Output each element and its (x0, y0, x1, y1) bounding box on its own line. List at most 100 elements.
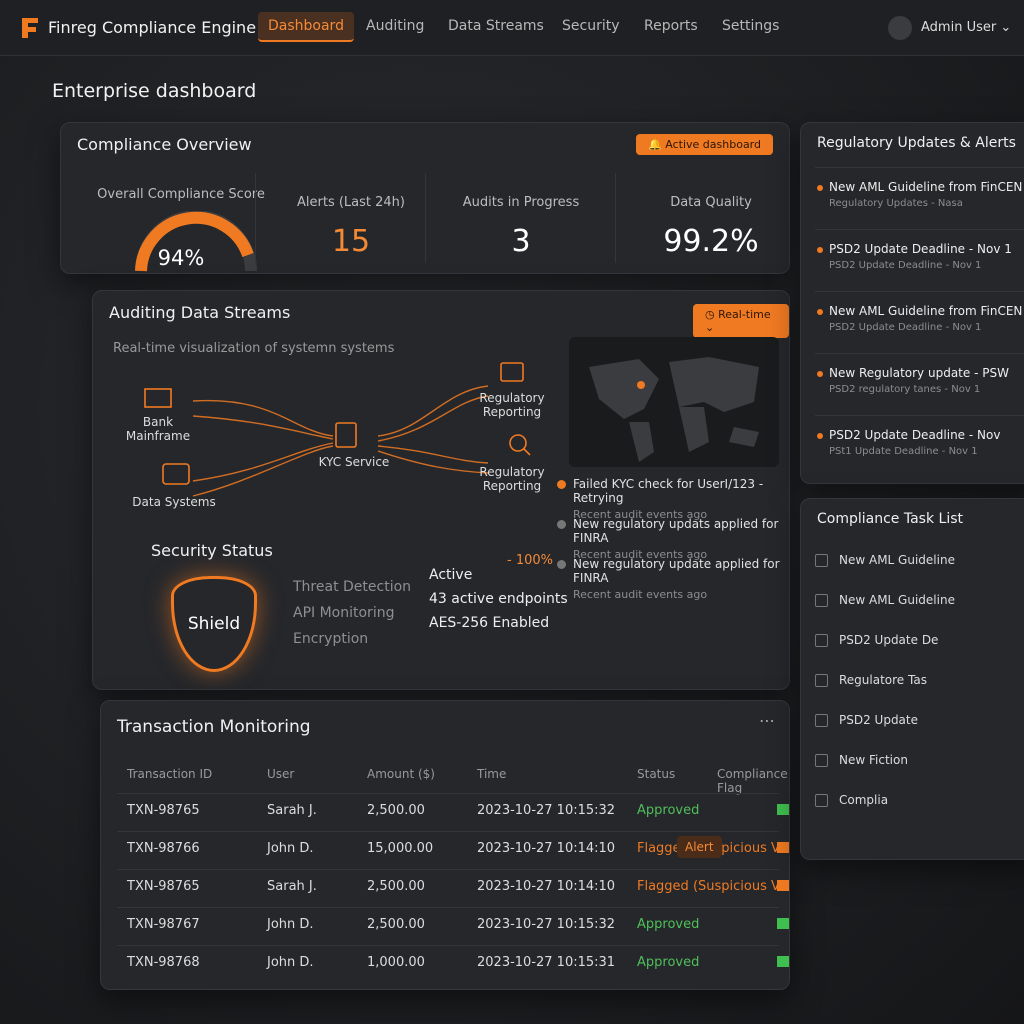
flow-node: Regulatory Reporting (479, 391, 545, 419)
cell: 2023-10-27 10:14:10 (477, 879, 616, 894)
metric-value: 3 (511, 224, 531, 259)
tasks-card: Compliance Task List New AML Guideline Ne… (800, 498, 1024, 860)
update-item: New Regulatory update - PSW PSD2 regulato… (815, 353, 1024, 415)
task-item[interactable]: PSD2 Update (815, 713, 918, 727)
update-title: New AML Guideline from FinCEN (829, 304, 1023, 318)
nav-item[interactable]: Dashboard (258, 12, 354, 42)
flow-node: Bank Mainframe (125, 415, 191, 443)
cell: Approved (637, 917, 700, 932)
nav-item[interactable]: Settings (722, 18, 780, 34)
metric-value: 94% (157, 246, 205, 270)
checkbox (815, 714, 828, 727)
checkbox (815, 794, 828, 807)
event-text: Failed KYC check for UserI/123 - Retryin… (573, 477, 764, 505)
update-title: New AML Guideline from FinCEN (829, 180, 1023, 194)
cell: 2,500.00 (367, 803, 425, 818)
update-dot (817, 371, 823, 377)
metric-value: 15 (331, 224, 371, 259)
task-text: New Fiction (839, 753, 908, 767)
page-title: Enterprise dashboard (52, 80, 257, 102)
task-item[interactable]: New AML Guideline (815, 593, 955, 607)
flow-node: Regulatory Reporting (479, 465, 545, 493)
event-text: New regulatory updats applied for FINRA (573, 517, 779, 545)
badge[interactable]: ◷ Real-time ⌄ (693, 304, 789, 338)
metric-label: Audits in Progress (462, 195, 580, 210)
task-item[interactable]: PSD2 Update De (815, 633, 938, 647)
task-text: Regulatore Tas (839, 673, 927, 687)
cell: 1,000.00 (367, 955, 425, 970)
avatar[interactable] (888, 16, 912, 40)
column-header: Amount ($) (367, 767, 435, 781)
nav-item[interactable]: Security (562, 18, 620, 34)
card-title: Compliance Overview (77, 135, 252, 154)
cell: John D. (267, 955, 314, 970)
more-menu[interactable]: ⋯ (759, 711, 775, 730)
cell: Approved (637, 955, 700, 970)
checkbox (815, 754, 828, 767)
alert-tag[interactable]: Alert (677, 836, 722, 858)
update-sub: PSD2 Update Deadline - Nov 1 (829, 322, 982, 333)
task-text: PSD2 Update (839, 713, 919, 727)
user-menu[interactable]: Admin User ⌄ (921, 20, 1012, 35)
card-title: Auditing Data Streams (109, 303, 291, 322)
update-dot (817, 247, 823, 253)
security-label: API Monitoring (293, 605, 395, 621)
update-sub: PSD2 regulatory tanes - Nov 1 (829, 384, 981, 395)
task-item[interactable]: Complia (815, 793, 888, 807)
cell: TXN-98768 (127, 955, 200, 970)
cell: TXN-98765 (127, 803, 200, 818)
task-text: Complia (839, 793, 889, 807)
update-title: PSD2 Update Deadline - Nov (829, 428, 1001, 442)
compliance-flag (777, 918, 789, 929)
task-text: New AML Guideline (839, 593, 955, 607)
section-title: Security Status (151, 541, 273, 560)
task-text: New AML Guideline (839, 553, 955, 567)
task-item[interactable]: New Fiction (815, 753, 908, 767)
nav-item[interactable]: Reports (644, 18, 698, 34)
streams-card: Auditing Data Streams Real-time visualiz… (92, 290, 790, 690)
update-title: PSD2 Update Deadline - Nov 1 (829, 242, 1012, 256)
column-header: Compliance Flag (717, 767, 788, 795)
update-dot (817, 309, 823, 315)
checkbox (815, 594, 828, 607)
security-percent: - 100% (507, 553, 553, 568)
table-row: TXN-98765 Sarah J. 2,500.00 2023-10-27 10:1… (117, 793, 789, 827)
transactions-card: Transaction Monitoring ⋯ Transaction ID U… (100, 700, 790, 990)
metric-label: Overall Compliance Score (97, 187, 265, 202)
metric: Alerts (Last 24h) 15 (261, 195, 441, 259)
update-sub: PSD2 Update Deadline - Nov 1 (829, 260, 982, 271)
world-map (569, 337, 779, 467)
update-item: New AML Guideline from FinCEN PSD2 Update… (815, 291, 1024, 353)
update-item: New AML Guideline from FinCEN Regulatory … (815, 167, 1024, 229)
cell: John D. (267, 841, 314, 856)
nav-item[interactable]: Auditing (366, 18, 425, 34)
badge[interactable]: 🔔 Active dashboard (636, 134, 773, 155)
user-name: Admin User (921, 20, 997, 35)
update-sub: Regulatory Updates - Nasa (829, 198, 963, 209)
event-sub: Recent audit events ago (573, 508, 708, 521)
task-item[interactable]: New AML Guideline (815, 553, 955, 567)
card-title: Regulatory Updates & Alerts (817, 135, 1016, 151)
event-item: Failed KYC check for UserI/123 - Retryin… (557, 477, 789, 521)
task-item[interactable]: Regulatore Tas (815, 673, 927, 687)
task-text: PSD2 Update De (839, 633, 939, 647)
nav-item[interactable]: Data Streams (448, 18, 544, 34)
compliance-flag (777, 880, 789, 891)
column-header: Transaction ID (127, 767, 213, 781)
cell: 2023-10-27 10:15:31 (477, 955, 616, 970)
security-label: Threat Detection (293, 579, 412, 595)
badge-text: Active dashboard (665, 138, 761, 151)
column-header: User (267, 767, 295, 781)
cell: TXN-98765 (127, 879, 200, 894)
metric: Overall Compliance Score 94% (91, 187, 271, 270)
cell: TXN-98767 (127, 917, 200, 932)
compliance-flag (777, 842, 789, 853)
card-title: Transaction Monitoring (117, 717, 311, 737)
event-dot (557, 560, 566, 569)
updates-card: Regulatory Updates & Alerts New AML Guid… (800, 122, 1024, 484)
compliance-flag (777, 804, 789, 815)
checkbox (815, 674, 828, 687)
cell: 2023-10-27 10:14:10 (477, 841, 616, 856)
column-header: Time (477, 767, 507, 781)
cell: 15,000.00 (367, 841, 434, 856)
